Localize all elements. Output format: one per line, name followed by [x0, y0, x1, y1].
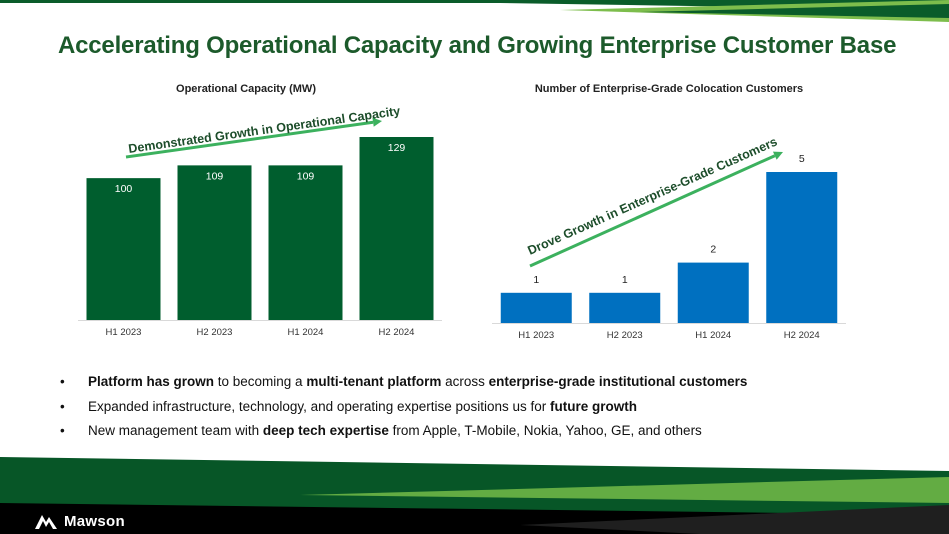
x-tick-label: H1 2024: [288, 327, 324, 338]
bar-h2-2024: [359, 137, 434, 320]
bullet-text: from Apple, T-Mobile, Nokia, Yahoo, GE, …: [388, 423, 702, 438]
data-label: 129: [388, 142, 406, 154]
data-label: 109: [297, 170, 315, 182]
bullet-emphasis: multi-tenant platform: [306, 374, 442, 389]
bullet-marker: •: [60, 423, 65, 438]
bar-h2-2024: [766, 172, 838, 323]
top-banner: [0, 0, 949, 22]
mawson-logo: Mawson: [34, 510, 125, 532]
bullet-text: to becoming a: [214, 374, 307, 389]
data-label: 1: [533, 274, 539, 286]
bullet-text: across: [441, 374, 489, 389]
bullet-marker: •: [60, 374, 65, 389]
capacity-chart: 100 H1 2023 109 H2 2023 109 H1 2024 129 H2 2024…: [78, 104, 442, 338]
mawson-logo-icon: [35, 515, 57, 529]
x-tick-label: H1 2023: [106, 327, 142, 338]
data-label: 2: [710, 244, 716, 256]
growth-arrow-head: [372, 117, 382, 127]
x-tick-label: H2 2024: [784, 330, 820, 341]
x-tick-label: H1 2024: [695, 330, 731, 341]
logo-text: Mawson: [64, 512, 125, 530]
customers-chart: 1 H1 2023 1 H2 2023 2 H1 2024 5 H2 2024 Drove Gr…: [492, 134, 846, 341]
bullet-list: • Platform has grown to becoming a multi-…: [60, 372, 747, 446]
bullet-emphasis: Platform has grown: [88, 374, 215, 389]
capacity-chart-title: Operational Capacity (MW): [176, 83, 316, 95]
bullet-marker: •: [60, 398, 65, 414]
bullet-item: • Expanded infrastructure, technology, an…: [60, 397, 747, 422]
page-title: Accelerating Operational Capacity and Gr…: [58, 32, 897, 59]
x-tick-label: H2 2024: [379, 327, 415, 338]
x-tick-label: H2 2023: [197, 327, 233, 338]
x-tick-label: H2 2023: [607, 330, 643, 341]
bar-h1-2024: [677, 262, 749, 323]
bar-h2-2023: [177, 165, 252, 320]
bullet-item: • Platform has grown to becoming a multi-…: [60, 372, 747, 397]
customers-chart-title: Number of Enterprise-Grade Colocation Cu…: [534, 83, 804, 95]
data-label: 100: [115, 183, 133, 195]
bullet-emphasis: deep tech expertise: [262, 423, 389, 438]
bullet-emphasis: future growth: [550, 398, 638, 414]
bar-h1-2024: [268, 165, 343, 320]
bullet-emphasis: enterprise-grade institutional customers: [488, 374, 748, 389]
growth-arrow-head: [772, 151, 783, 160]
data-label: 109: [206, 170, 224, 182]
x-tick-label: H1 2023: [518, 330, 554, 341]
footer-banner: [0, 457, 949, 534]
bullet-text: Expanded infrastructure, technology, and…: [88, 398, 551, 414]
bar-h2-2023: [589, 292, 661, 323]
growth-arrow: [529, 154, 776, 268]
bullet-item: • New management team with deep tech expe…: [60, 421, 747, 446]
growth-arrow: [125, 120, 374, 159]
bar-h1-2023: [500, 292, 572, 323]
data-label: 5: [799, 153, 805, 165]
bar-h1-2023: [86, 178, 161, 320]
data-label: 1: [622, 274, 628, 286]
growth-annotation: Drove Growth in Enterprise-Grade Custome…: [526, 134, 780, 257]
bullet-text: New management team with: [88, 423, 263, 438]
